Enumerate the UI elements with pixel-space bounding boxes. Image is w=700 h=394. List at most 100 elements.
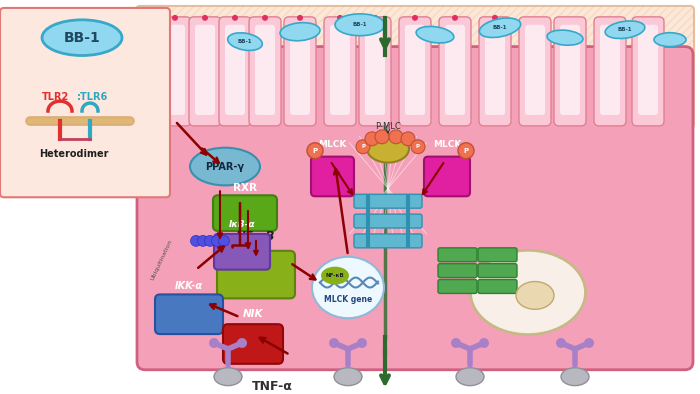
Ellipse shape	[312, 257, 384, 318]
FancyBboxPatch shape	[290, 25, 310, 115]
FancyBboxPatch shape	[195, 25, 215, 115]
Ellipse shape	[321, 267, 349, 284]
Text: BB-1: BB-1	[64, 31, 100, 45]
Ellipse shape	[228, 33, 262, 50]
FancyBboxPatch shape	[213, 195, 277, 231]
FancyBboxPatch shape	[600, 25, 620, 115]
Ellipse shape	[547, 30, 583, 45]
FancyBboxPatch shape	[632, 17, 664, 126]
FancyBboxPatch shape	[424, 157, 470, 196]
FancyBboxPatch shape	[155, 294, 223, 334]
FancyBboxPatch shape	[560, 25, 580, 115]
Ellipse shape	[654, 33, 686, 46]
FancyBboxPatch shape	[249, 17, 281, 126]
Circle shape	[411, 140, 425, 154]
FancyBboxPatch shape	[214, 234, 270, 269]
FancyBboxPatch shape	[165, 25, 185, 115]
Circle shape	[262, 15, 268, 21]
FancyBboxPatch shape	[189, 17, 221, 126]
Text: IKK-α: IKK-α	[175, 281, 203, 290]
FancyBboxPatch shape	[223, 324, 283, 364]
Text: TNF-α: TNF-α	[251, 380, 293, 393]
FancyBboxPatch shape	[324, 17, 356, 126]
Text: NIK: NIK	[243, 309, 263, 319]
Text: BB-1: BB-1	[617, 27, 632, 32]
Text: IκB-α: IκB-α	[229, 219, 256, 229]
Ellipse shape	[214, 368, 242, 386]
Ellipse shape	[42, 20, 122, 56]
Circle shape	[204, 236, 216, 246]
FancyBboxPatch shape	[359, 17, 391, 126]
FancyBboxPatch shape	[554, 17, 586, 126]
Ellipse shape	[561, 368, 589, 386]
Circle shape	[297, 15, 303, 21]
Circle shape	[412, 15, 418, 21]
Circle shape	[451, 338, 461, 348]
Text: NF-κB: NF-κB	[237, 230, 276, 243]
FancyBboxPatch shape	[478, 264, 517, 277]
FancyBboxPatch shape	[478, 248, 517, 262]
Circle shape	[190, 236, 202, 246]
FancyBboxPatch shape	[225, 25, 245, 115]
FancyBboxPatch shape	[159, 17, 191, 126]
Text: RXR: RXR	[233, 183, 257, 193]
FancyBboxPatch shape	[638, 25, 658, 115]
Text: :TLR6: :TLR6	[76, 92, 108, 102]
Circle shape	[401, 132, 415, 146]
Ellipse shape	[470, 250, 585, 335]
FancyBboxPatch shape	[485, 25, 505, 115]
FancyBboxPatch shape	[354, 234, 422, 248]
Text: Ubiquitination: Ubiquitination	[150, 239, 174, 281]
Text: P: P	[416, 144, 420, 149]
Circle shape	[356, 140, 370, 154]
FancyBboxPatch shape	[445, 25, 465, 115]
Text: BB-1: BB-1	[238, 39, 252, 44]
Ellipse shape	[516, 282, 554, 309]
FancyBboxPatch shape	[354, 194, 422, 208]
Circle shape	[372, 15, 378, 21]
FancyBboxPatch shape	[365, 25, 385, 115]
FancyBboxPatch shape	[0, 8, 170, 197]
Circle shape	[197, 236, 209, 246]
Circle shape	[202, 15, 208, 21]
Circle shape	[389, 130, 403, 144]
Text: BB-1: BB-1	[493, 25, 507, 30]
FancyBboxPatch shape	[311, 157, 354, 196]
FancyBboxPatch shape	[478, 280, 517, 294]
FancyBboxPatch shape	[354, 214, 422, 228]
Text: MLCK gene: MLCK gene	[324, 295, 372, 304]
Text: NF-κB: NF-κB	[326, 273, 344, 278]
Circle shape	[357, 338, 367, 348]
FancyBboxPatch shape	[439, 17, 471, 126]
FancyBboxPatch shape	[255, 25, 275, 115]
Circle shape	[556, 338, 566, 348]
FancyBboxPatch shape	[399, 17, 431, 126]
Text: P: P	[361, 144, 365, 149]
FancyBboxPatch shape	[284, 17, 316, 126]
FancyBboxPatch shape	[438, 264, 477, 277]
Text: PPAR-γ: PPAR-γ	[205, 162, 244, 171]
FancyBboxPatch shape	[136, 6, 694, 128]
Circle shape	[375, 130, 389, 144]
Circle shape	[479, 338, 489, 348]
FancyBboxPatch shape	[525, 25, 545, 115]
FancyBboxPatch shape	[330, 25, 350, 115]
FancyBboxPatch shape	[405, 25, 425, 115]
Ellipse shape	[456, 368, 484, 386]
FancyBboxPatch shape	[438, 248, 477, 262]
Circle shape	[492, 15, 498, 21]
Ellipse shape	[334, 368, 362, 386]
FancyBboxPatch shape	[519, 17, 551, 126]
Circle shape	[209, 338, 219, 348]
Ellipse shape	[190, 148, 260, 185]
Text: Heterodimer: Heterodimer	[39, 149, 108, 159]
Circle shape	[307, 143, 323, 159]
FancyBboxPatch shape	[479, 17, 511, 126]
Ellipse shape	[480, 18, 521, 37]
Text: BB-1: BB-1	[353, 22, 368, 27]
FancyBboxPatch shape	[137, 46, 693, 370]
Circle shape	[337, 15, 343, 21]
FancyBboxPatch shape	[217, 251, 295, 298]
Ellipse shape	[280, 23, 320, 41]
Text: P-MLC: P-MLC	[375, 123, 401, 131]
